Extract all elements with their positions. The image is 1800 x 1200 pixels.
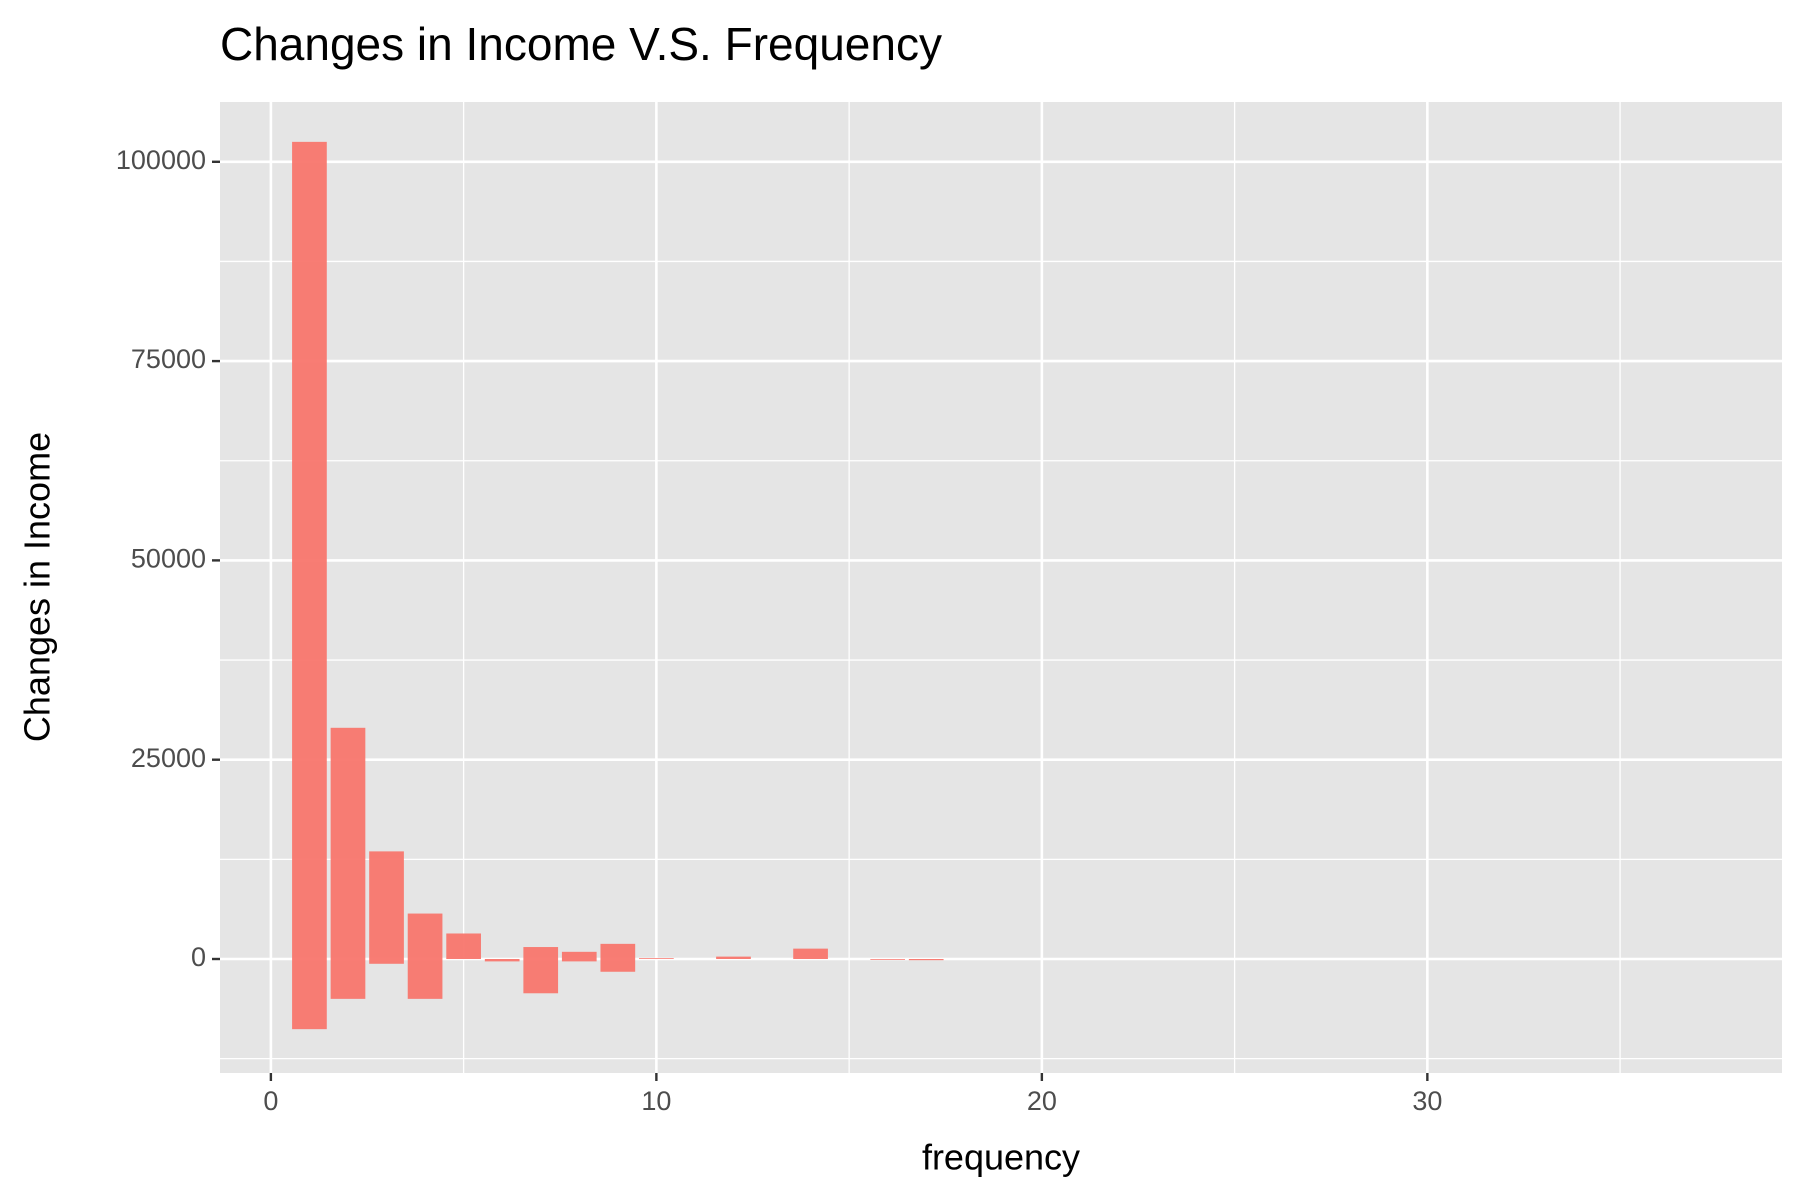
bar — [484, 958, 520, 962]
y-tick-label: 0 — [191, 942, 206, 972]
y-tick-label: 25000 — [131, 743, 206, 773]
x-tick-label: 30 — [1412, 1086, 1442, 1116]
x-tick-label: 10 — [641, 1086, 671, 1116]
bar — [561, 951, 597, 959]
y-tick-label: 75000 — [131, 344, 206, 374]
chart-title: Changes in Income V.S. Frequency — [220, 18, 942, 70]
bar — [292, 958, 327, 1030]
y-axis-title: Changes in Income — [17, 432, 58, 742]
bar — [600, 958, 636, 972]
x-tick-label: 0 — [263, 1086, 278, 1116]
bar — [523, 947, 559, 959]
bar — [292, 141, 327, 959]
bar — [330, 958, 366, 999]
bar — [870, 958, 906, 960]
bar — [561, 958, 597, 962]
y-tick-label: 50000 — [131, 544, 206, 574]
bar — [523, 958, 559, 994]
bar — [369, 851, 404, 959]
bar — [600, 943, 636, 959]
bar — [407, 913, 443, 959]
bar — [330, 727, 366, 959]
bar — [369, 958, 404, 964]
bar — [793, 948, 828, 959]
bar — [908, 958, 944, 961]
bar — [407, 958, 443, 999]
bar — [716, 956, 751, 959]
y-tick-label: 100000 — [116, 145, 206, 175]
bar — [446, 933, 481, 959]
bar — [639, 958, 674, 959]
x-axis-title: frequency — [922, 1137, 1080, 1178]
x-tick-label: 20 — [1027, 1086, 1057, 1116]
panel — [220, 102, 1782, 1073]
